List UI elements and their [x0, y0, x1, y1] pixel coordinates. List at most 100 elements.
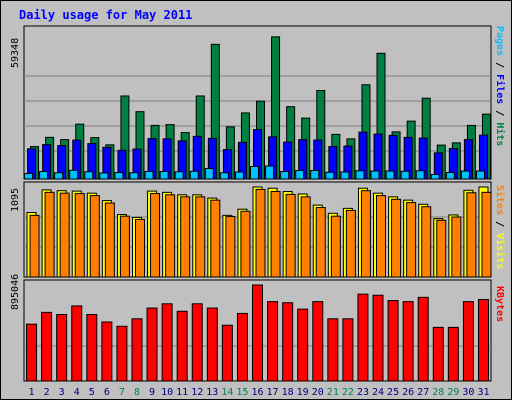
axis-label-kbytes: KBytes [494, 286, 505, 322]
x-tick-label-day-28: 28 [432, 387, 444, 398]
x-tick-label-day-14: 14 [221, 387, 233, 398]
bar-sites-day-29 [451, 216, 462, 278]
x-tick-label-day-18: 18 [282, 387, 294, 398]
bar-kbytes-day-29 [447, 326, 459, 382]
panel-1-ymax-label: 59348 [10, 38, 21, 68]
bar-sites-day-17 [270, 191, 281, 278]
x-tick-label-day-15: 15 [236, 387, 248, 398]
bar-kbytes-day-9 [146, 307, 158, 382]
bar-sites-day-15 [240, 210, 251, 278]
bar-sites-day-14 [225, 216, 236, 278]
bar-sites-day-24 [376, 195, 387, 278]
bar-pages-day-11 [174, 171, 184, 180]
bar-kbytes-day-17 [267, 301, 279, 382]
bar-sites-day-27 [421, 206, 432, 278]
axis-label-files: Files [494, 74, 506, 104]
panel-1-axis-label: Pages / Files / Hits [494, 26, 506, 146]
bar-sites-day-25 [391, 198, 402, 278]
axis-label-hits: Hits [494, 122, 506, 146]
bar-kbytes-day-19 [297, 308, 309, 382]
bar-pages-day-23 [355, 170, 365, 180]
x-tick-label-day-6: 6 [104, 387, 110, 398]
bar-pages-day-16 [250, 166, 259, 180]
axis-label-separator: / [494, 215, 505, 233]
bar-sites-day-11 [180, 196, 191, 278]
bar-pages-day-17 [265, 165, 275, 180]
bar-sites-day-28 [436, 219, 447, 278]
bar-kbytes-day-2 [41, 311, 53, 382]
bar-pages-day-20 [310, 170, 320, 180]
bar-sites-day-4 [74, 193, 85, 278]
bar-kbytes-day-6 [101, 321, 113, 382]
bar-sites-day-23 [360, 190, 371, 278]
x-tick-label-day-31: 31 [477, 387, 489, 398]
x-tick-label-day-19: 19 [297, 387, 309, 398]
bar-sites-day-9 [150, 193, 161, 278]
bar-pages-day-24 [370, 170, 380, 180]
x-tick-label-day-10: 10 [161, 387, 173, 398]
bar-sites-day-16 [255, 188, 266, 278]
bar-kbytes-day-24 [372, 294, 384, 382]
bar-sites-day-22 [345, 209, 356, 278]
bar-pages-day-21 [325, 171, 335, 180]
bar-kbytes-day-22 [342, 318, 354, 382]
bar-pages-day-29 [445, 172, 455, 180]
bar-kbytes-day-1 [26, 323, 38, 382]
bar-pages-day-14 [219, 172, 229, 180]
bar-kbytes-day-25 [387, 300, 399, 382]
bar-sites-day-12 [195, 196, 206, 278]
x-tick-label-day-22: 22 [342, 387, 354, 398]
bar-sites-day-7 [119, 215, 130, 278]
x-tick-label-day-30: 30 [462, 387, 474, 398]
bar-pages-day-6 [99, 172, 109, 180]
x-tick-label-day-17: 17 [267, 387, 279, 398]
bar-kbytes-day-12 [191, 303, 203, 382]
panel-3-axis-label: KBytes [494, 286, 505, 322]
bar-sites-day-20 [315, 207, 326, 278]
bar-kbytes-day-7 [116, 325, 128, 382]
x-tick-label-day-5: 5 [89, 387, 95, 398]
bar-sites-day-26 [406, 202, 417, 278]
bar-sites-day-30 [466, 192, 477, 278]
bar-pages-day-4 [69, 169, 79, 180]
bar-pages-day-18 [280, 171, 290, 180]
axis-label-pages: Pages [494, 26, 505, 56]
x-tick-label-day-3: 3 [59, 387, 65, 398]
x-tick-label-day-27: 27 [417, 387, 429, 398]
x-tick-label-day-21: 21 [327, 387, 339, 398]
panel-3-ymax-label: 895046 [10, 274, 21, 310]
bar-kbytes-day-16 [252, 284, 263, 382]
axis-label-separator: / [494, 56, 505, 74]
x-tick-label-day-23: 23 [357, 387, 369, 398]
bar-pages-day-22 [340, 171, 350, 180]
bar-pages-day-8 [129, 172, 139, 180]
bar-pages-day-28 [430, 174, 440, 180]
chart-title: Daily usage for May 2011 [19, 8, 193, 22]
x-tick-label-day-25: 25 [387, 387, 399, 398]
bar-pages-day-10 [159, 171, 169, 180]
axis-label-sites: Sites [494, 185, 506, 215]
x-tick-label-day-29: 29 [447, 387, 459, 398]
x-tick-label-day-13: 13 [206, 387, 218, 398]
bar-kbytes-day-5 [86, 314, 98, 382]
x-tick-label-day-20: 20 [312, 387, 324, 398]
x-tick-label-day-7: 7 [119, 387, 125, 398]
bar-pages-day-25 [385, 170, 395, 180]
bar-pages-day-12 [189, 170, 199, 180]
bar-kbytes-day-28 [432, 326, 444, 382]
x-tick-label-day-24: 24 [372, 387, 384, 398]
panel-2-ymax-label: 1095 [10, 188, 21, 212]
x-tick-label-day-26: 26 [402, 387, 414, 398]
bar-kbytes-day-18 [282, 302, 294, 382]
bar-kbytes-day-4 [71, 305, 83, 382]
panel-2-axis-label: Sites / Visits [494, 185, 506, 269]
bar-sites-day-1 [29, 214, 40, 278]
x-tick-label-day-16: 16 [251, 387, 263, 398]
x-tick-label-day-8: 8 [134, 387, 140, 398]
bar-kbytes-day-10 [161, 303, 173, 382]
axis-label-visits: Visits [494, 233, 506, 269]
x-tick-label-day-2: 2 [44, 387, 50, 398]
bar-kbytes-day-11 [176, 310, 188, 382]
bar-sites-day-13 [210, 199, 221, 278]
